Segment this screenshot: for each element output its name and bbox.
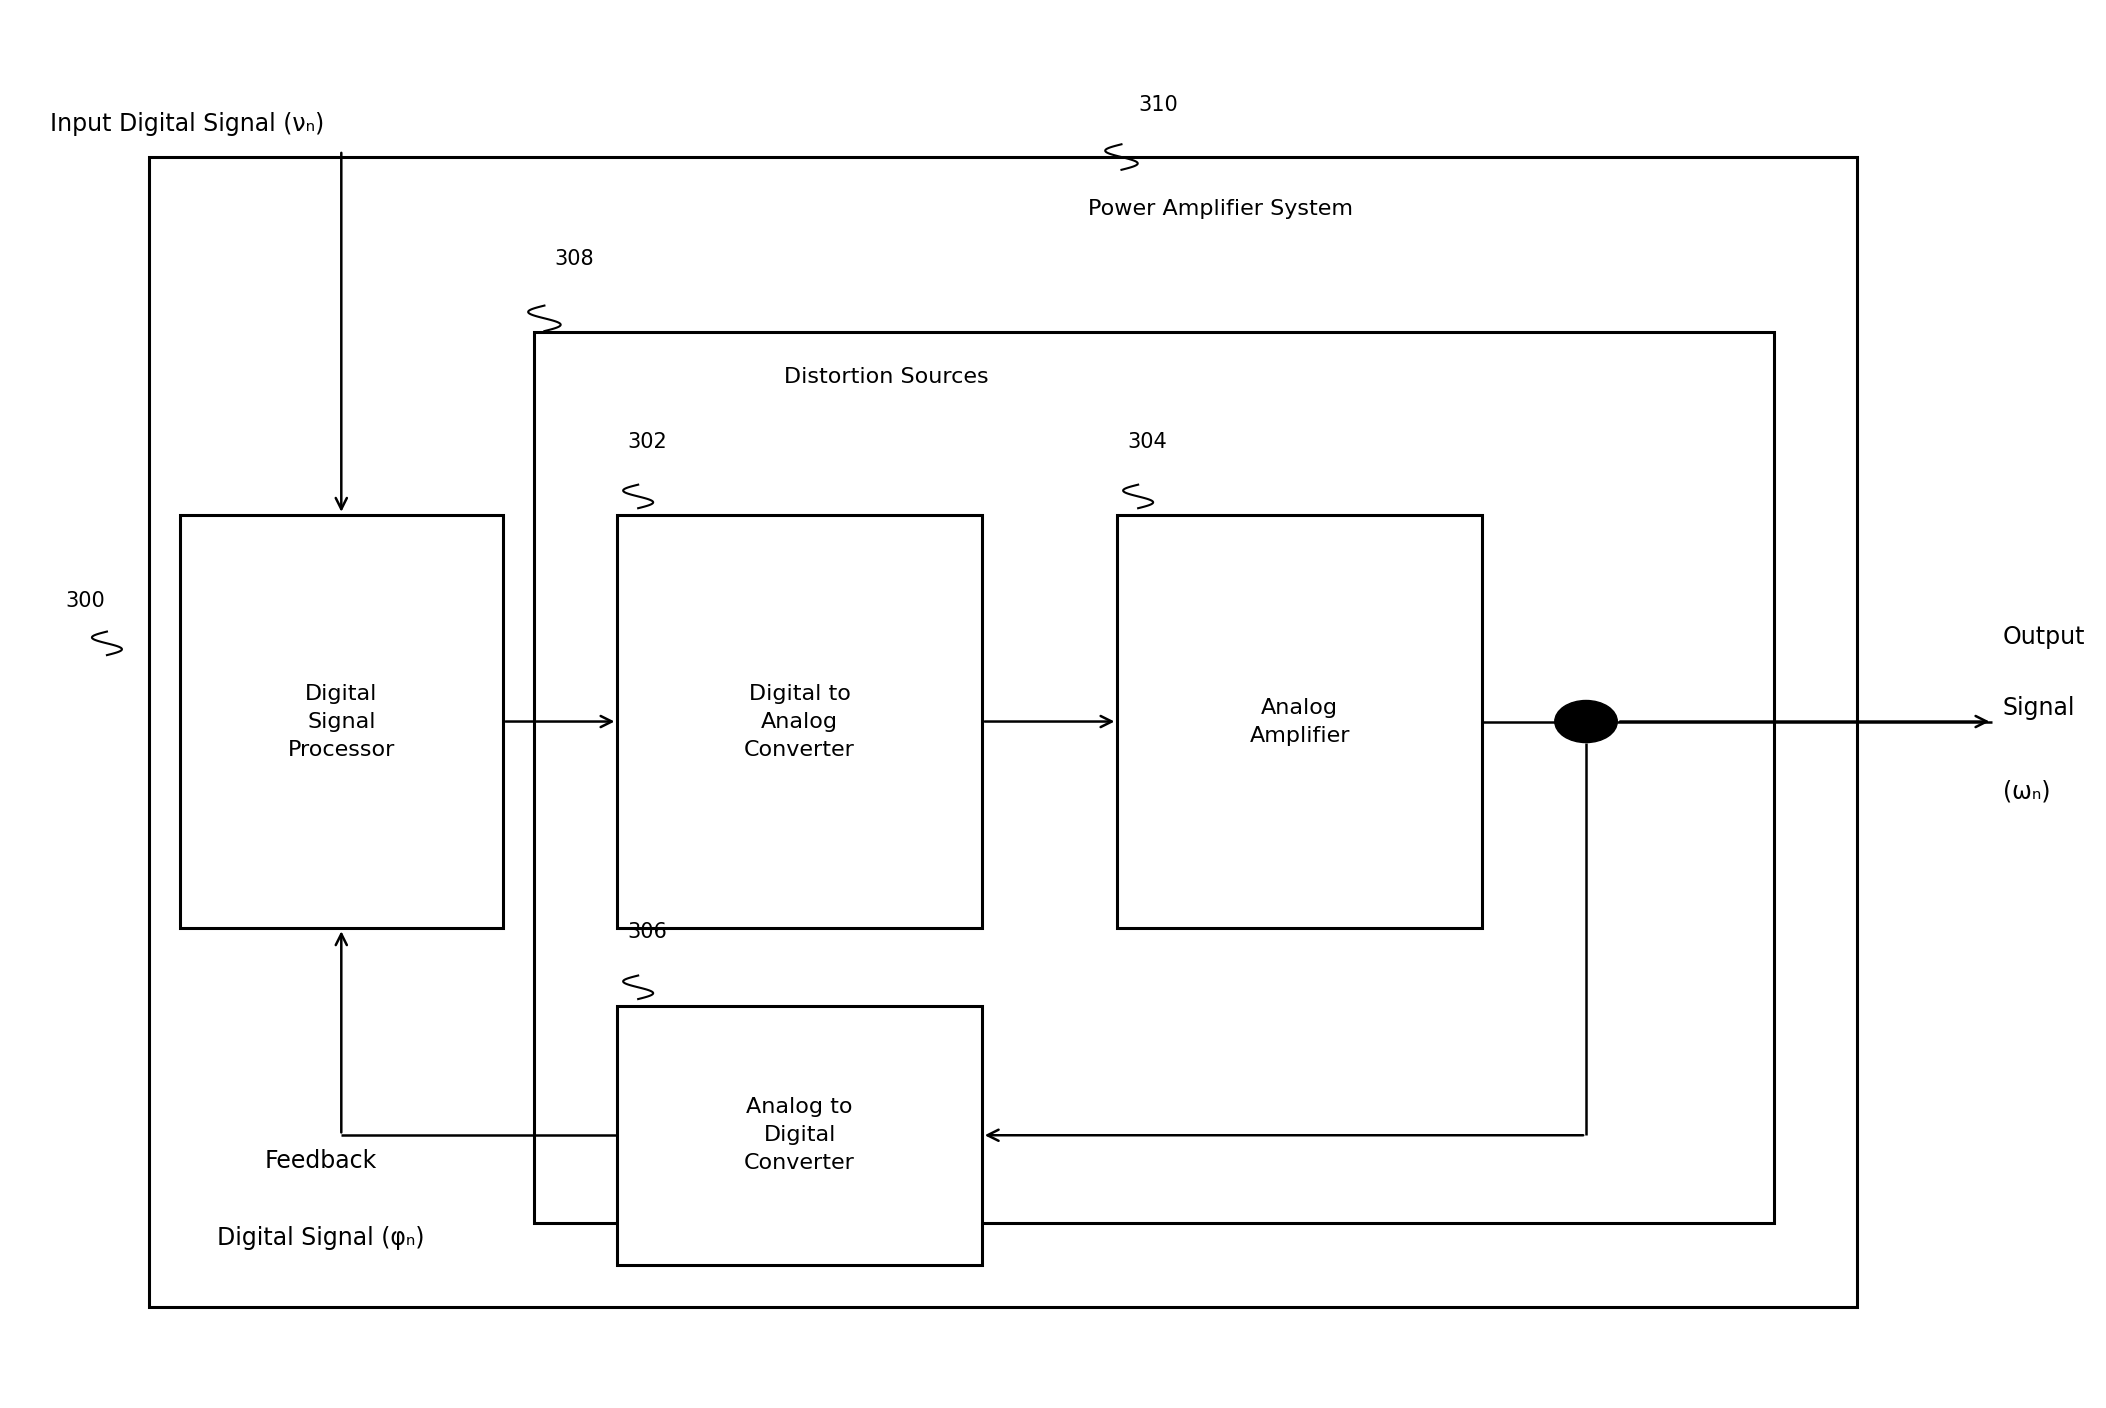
Bar: [150, 158, 1857, 1307]
Text: 310: 310: [1137, 94, 1177, 115]
Text: 304: 304: [1127, 432, 1167, 452]
Circle shape: [1554, 701, 1617, 742]
Bar: [617, 515, 981, 928]
Text: Power Amplifier System: Power Amplifier System: [1089, 199, 1354, 220]
Text: (ωₙ): (ωₙ): [2003, 780, 2049, 804]
Bar: [1118, 515, 1483, 928]
Text: 308: 308: [554, 249, 594, 269]
Text: 306: 306: [628, 922, 668, 942]
Text: Digital Signal (φₙ): Digital Signal (φₙ): [217, 1226, 423, 1250]
Text: Analog to
Digital
Converter: Analog to Digital Converter: [743, 1097, 855, 1173]
Bar: [617, 1005, 981, 1264]
Text: Feedback: Feedback: [265, 1149, 377, 1173]
Bar: [535, 332, 1773, 1224]
Text: Analog
Amplifier: Analog Amplifier: [1249, 697, 1350, 745]
Text: Output: Output: [2003, 625, 2085, 649]
Text: 300: 300: [65, 591, 105, 611]
Text: Signal: Signal: [2003, 696, 2074, 719]
Text: Digital
Signal
Processor: Digital Signal Processor: [289, 683, 396, 759]
Text: Input Digital Signal (νₙ): Input Digital Signal (νₙ): [51, 113, 324, 137]
Text: 302: 302: [628, 432, 668, 452]
Text: Distortion Sources: Distortion Sources: [783, 367, 988, 387]
Text: Digital to
Analog
Converter: Digital to Analog Converter: [743, 683, 855, 759]
Bar: [179, 515, 503, 928]
